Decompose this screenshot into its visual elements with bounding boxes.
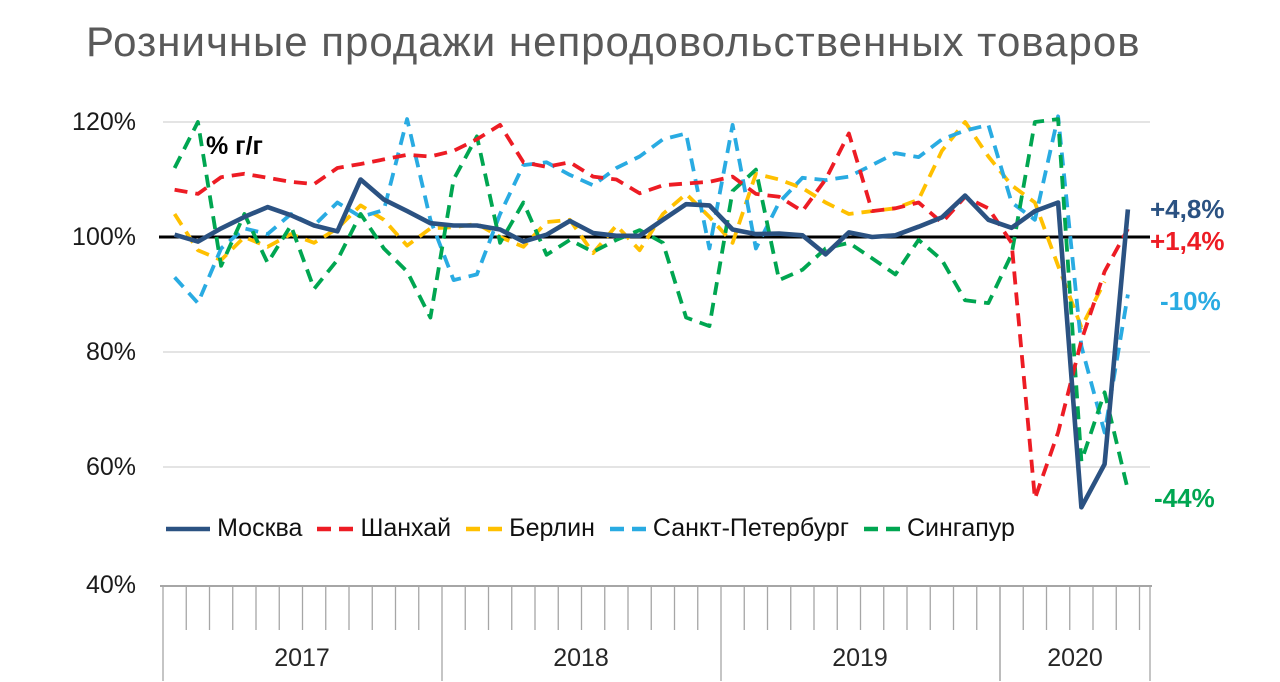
legend-label-saint-petersburg: Санкт-Петербург [652,514,849,542]
series-line-1 [174,123,1130,501]
end-label-moscow: +4,8% [1150,194,1225,224]
end-label-singapore: -44% [1154,483,1215,513]
legend-item-singapore: Сингапур [863,514,1015,543]
series-line-0 [173,177,1131,510]
units-annotation: % г/г [206,132,263,160]
x-axis-year-2019: 2019 [832,644,888,672]
legend: Москва Шанхай Берлин Санкт-Петербург Син… [140,514,1040,543]
x-axis-year-2018: 2018 [553,644,609,672]
shanghai-line-sample [317,526,354,531]
series-lines-layer [172,114,1131,510]
singapore-line-sample [863,526,900,531]
legend-label-shanghai: Шанхай [360,514,452,542]
saint-petersburg-line-sample [609,526,646,531]
y-axis-label-120: 120% [72,108,136,136]
y-axis-label-60: 60% [85,453,136,481]
y-axis-label-40: 40% [85,571,136,599]
legend-label-singapore: Сингапур [906,514,1015,542]
legend-item-moscow: Москва [165,514,302,543]
y-axis-label-80: 80% [85,338,136,366]
x-axis-year-2017: 2017 [274,644,330,672]
legend-item-berlin: Берлин [465,514,595,543]
legend-item-shanghai: Шанхай [316,514,451,543]
moscow-line-sample [166,526,211,531]
legend-label-moscow: Москва [217,514,303,542]
x-axis-layer [160,585,1152,681]
legend-label-berlin: Берлин [509,514,595,542]
series-line-3 [173,114,1130,435]
y-axis-label-100: 100% [72,223,136,251]
legend-item-saint-petersburg: Санкт-Петербург [609,514,849,543]
end-label-saint-petersburg: -10% [1160,286,1221,316]
end-label-shanghai: +1,4% [1150,226,1225,256]
berlin-line-sample [466,526,503,531]
series-line-2 [173,120,1107,330]
page-title: Розничные продажи непродовольственных то… [86,18,1141,65]
x-axis-year-2020: 2020 [1047,644,1103,672]
series-line-4 [172,117,1130,491]
